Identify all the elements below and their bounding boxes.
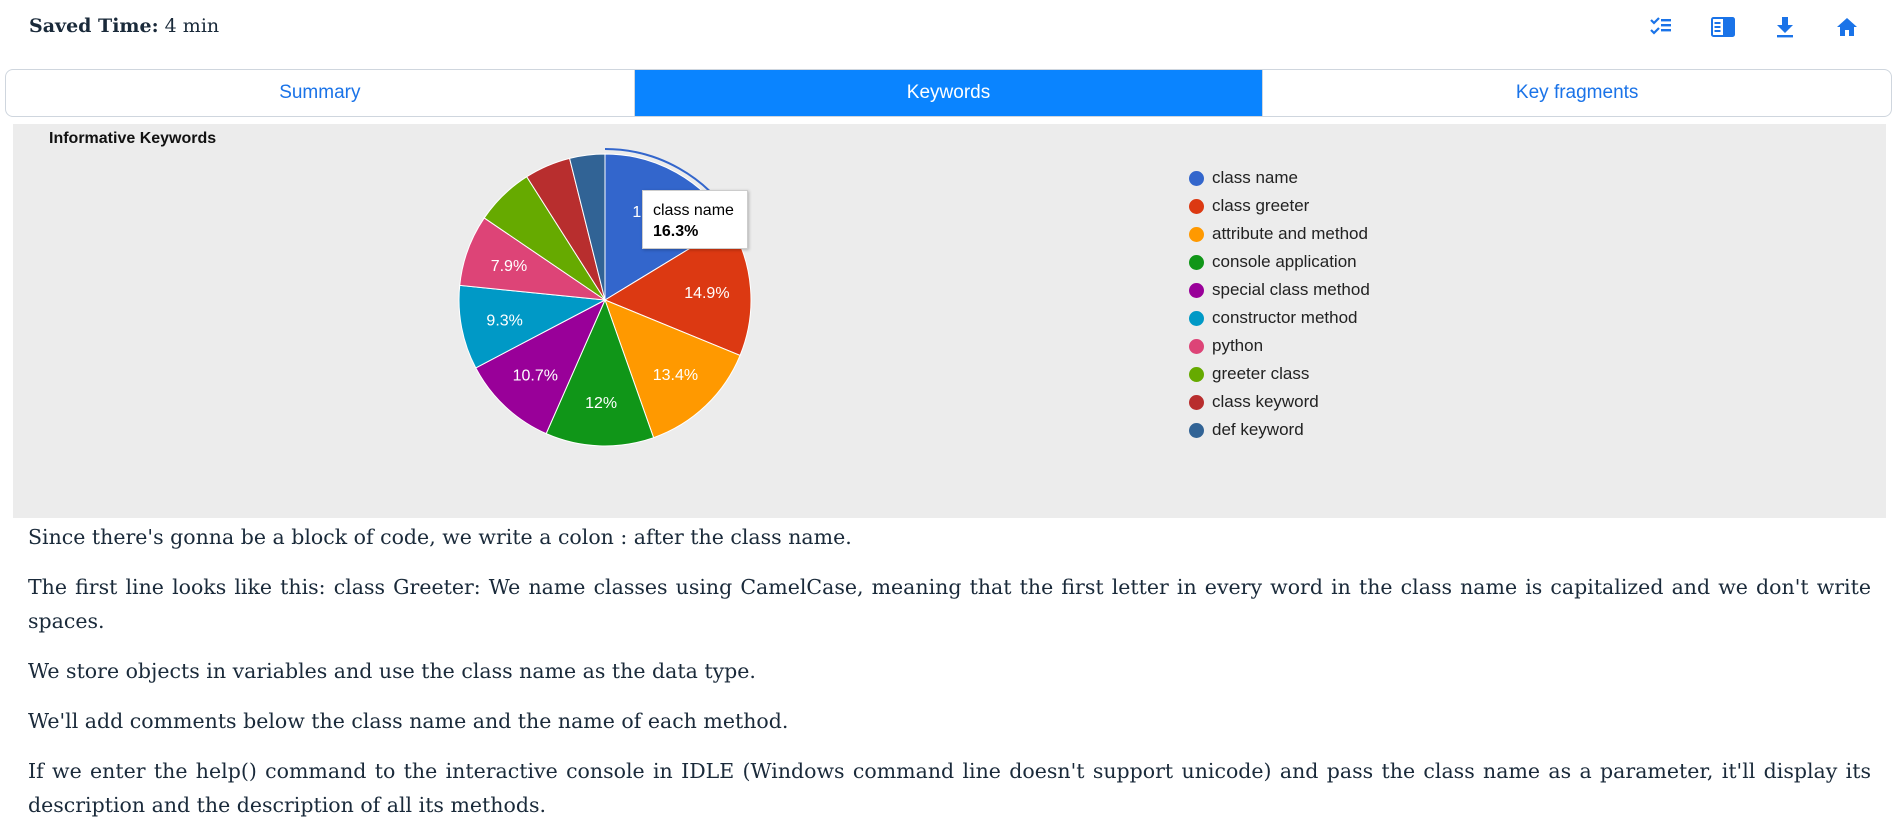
legend-dot (1189, 422, 1204, 438)
tooltip-label: class name (653, 202, 734, 219)
legend-item[interactable]: special class method (1189, 276, 1370, 304)
tab-key-fragments[interactable]: Key fragments (1515, 82, 1639, 103)
sentence-3: We store objects in variables and use th… (28, 659, 756, 683)
legend-label: special class method (1212, 280, 1370, 299)
legend-item[interactable]: class name (1189, 164, 1370, 192)
pie-slice-label: 14.9% (684, 285, 729, 302)
pie-slice-label: 12% (585, 395, 617, 412)
saved-time-label: Saved Time: (29, 15, 159, 37)
pie-slice[interactable] (568, 153, 606, 301)
legend-label: console application (1212, 252, 1357, 271)
reader-view-icon[interactable] (1692, 12, 1754, 42)
legend-label: class name (1212, 168, 1298, 187)
pie-slice[interactable] (545, 298, 655, 447)
saved-time: Saved Time: 4 min (29, 15, 219, 37)
legend-item[interactable]: console application (1189, 248, 1370, 276)
legend-item[interactable]: class keyword (1189, 388, 1370, 416)
legend-dot (1189, 254, 1204, 270)
saved-time-value: 4 min (164, 15, 220, 37)
legend-item[interactable]: def keyword (1189, 416, 1370, 444)
legend-item[interactable]: attribute and method (1189, 220, 1370, 248)
pie-slice[interactable] (604, 299, 741, 439)
legend-label: def keyword (1212, 420, 1304, 439)
top-bar: Saved Time: 4 min (0, 0, 1896, 54)
pie-slice-label: 13.4% (653, 367, 698, 384)
key-sentences: Since there's gonna be a block of code, … (28, 520, 1871, 838)
pie-slice-label: 9.3% (486, 312, 522, 329)
tab-keywords[interactable]: Keywords (634, 70, 1264, 116)
pie-slice-label: 7.9% (491, 258, 527, 275)
pie-chart: 16.3% 14.9% 13.4% 12% 10.7% 9.3% 7.9% (458, 148, 752, 447)
checklist-icon[interactable] (1630, 12, 1692, 42)
legend-label: class keyword (1212, 392, 1319, 411)
home-icon[interactable] (1816, 12, 1878, 42)
toolbar-icons (1630, 12, 1878, 42)
pie-slice[interactable] (475, 298, 607, 435)
legend-dot (1189, 198, 1204, 214)
sentence-5: If we enter the help() command to the in… (28, 759, 1871, 817)
legend-label: class greeter (1212, 196, 1310, 215)
legend-item[interactable]: constructor method (1189, 304, 1370, 332)
legend-label: python (1212, 336, 1264, 355)
legend-dot (1189, 366, 1204, 382)
legend-dot (1189, 170, 1204, 186)
legend-item[interactable]: greeter class (1189, 360, 1370, 388)
legend-label: constructor method (1212, 308, 1358, 327)
legend-dot (1189, 282, 1204, 298)
sentence-2: The first line looks like this: class Gr… (28, 575, 1871, 633)
pie-slice[interactable] (458, 284, 607, 369)
legend-label: greeter class (1212, 364, 1310, 383)
tab-summary[interactable]: Summary (6, 70, 635, 116)
legend-dot (1189, 338, 1204, 354)
sentence-1: Since there's gonna be a block of code, … (28, 525, 852, 549)
chart-title: Informative Keywords (49, 130, 217, 147)
legend-dot (1189, 226, 1204, 242)
legend-label: attribute and method (1212, 224, 1368, 243)
legend-dot (1189, 394, 1204, 410)
download-icon[interactable] (1754, 12, 1816, 42)
chart-legend: class name class greeter attribute and met… (1189, 164, 1370, 444)
pie-slice-label: 10.7% (513, 368, 558, 385)
legend-item[interactable]: class greeter (1189, 192, 1370, 220)
chart-tooltip: class name 16.3% (642, 190, 748, 249)
tooltip-value: 16.3% (653, 223, 699, 240)
view-tabs: Summary Keywords Key fragments (5, 69, 1892, 117)
keywords-chart: Informative Keywords 16.3%14.9%13.4%12%1… (13, 124, 1886, 518)
legend-dot (1189, 310, 1204, 326)
legend-item[interactable]: python (1189, 332, 1370, 360)
sentence-4: We'll add comments below the class name … (28, 709, 789, 733)
